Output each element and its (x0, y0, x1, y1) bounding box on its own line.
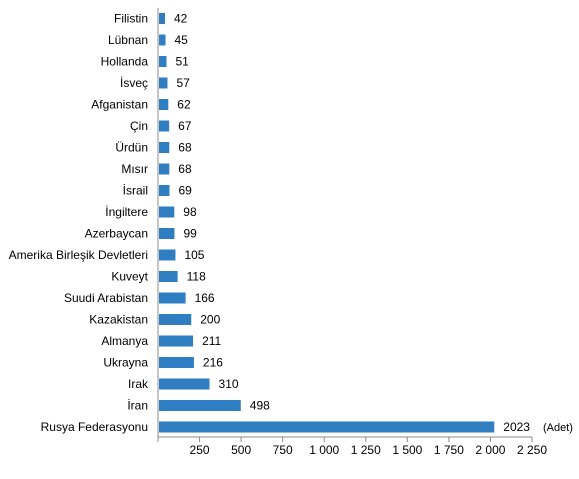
category-label-6: Ürdün (115, 141, 148, 155)
category-label-12: Kuveyt (111, 270, 148, 284)
x-tick-label-4: 1 250 (351, 443, 381, 457)
value-label-9: 98 (183, 205, 197, 219)
bar-10 (159, 228, 175, 239)
value-label-15: 211 (202, 334, 221, 348)
bar-15 (159, 335, 194, 347)
x-tick-label-3: 1 000 (309, 443, 339, 457)
category-label-1: Lübnan (108, 33, 148, 47)
value-label-18: 498 (250, 399, 270, 413)
x-tick-label-7: 2 000 (475, 443, 505, 457)
x-tick-label-6: 1 750 (434, 443, 464, 457)
value-label-5: 67 (178, 119, 192, 133)
value-label-4: 62 (177, 98, 191, 112)
bar-17 (159, 378, 210, 390)
category-label-18: İran (127, 399, 148, 413)
bar-3 (159, 77, 168, 89)
value-label-7: 68 (178, 162, 192, 176)
category-label-14: Kazakistan (89, 313, 148, 327)
x-tick-label-2: 750 (273, 443, 293, 457)
value-label-17: 310 (219, 377, 239, 391)
category-label-13: Suudi Arabistan (64, 291, 148, 305)
category-label-9: İngiltere (105, 205, 148, 219)
bar-12 (159, 271, 178, 282)
category-label-0: Filistin (114, 12, 148, 26)
value-label-1: 45 (174, 33, 188, 47)
bar-19 (159, 421, 495, 433)
value-label-13: 166 (195, 291, 215, 305)
value-label-8: 69 (178, 184, 192, 198)
category-label-4: Afganistan (91, 98, 148, 112)
bar-8 (159, 185, 170, 196)
value-label-10: 99 (183, 227, 197, 241)
value-label-12: 118 (187, 270, 206, 284)
category-label-3: İsveç (120, 76, 148, 90)
bar-16 (159, 357, 194, 368)
value-labels-group: 42 45 51 57 62 67 68 68 69 98 99 105 118 166 200 211 216… (174, 12, 530, 435)
x-tick-label-5: 1 500 (392, 443, 422, 457)
value-label-14: 200 (200, 313, 220, 327)
bar-6 (159, 142, 170, 153)
x-tick-label-0: 250 (190, 443, 210, 457)
bar-5 (159, 120, 170, 132)
x-axis: 250 500 750 1 000 1 250 1 500 1 750 2 000 2 250 (157, 8, 547, 457)
category-label-2: Hollanda (101, 55, 149, 69)
category-label-15: Almanya (101, 334, 148, 348)
bar-13 (159, 292, 186, 304)
x-tick-label-1: 500 (231, 443, 251, 457)
bar-4 (159, 99, 169, 110)
x-tick-label-8: 2 250 (517, 443, 547, 457)
category-label-10: Azerbaycan (85, 227, 148, 241)
category-label-19: Rusya Federasyonu (41, 420, 148, 434)
category-label-5: Çin (130, 119, 148, 133)
bar-14 (159, 314, 192, 325)
value-label-3: 57 (176, 76, 190, 90)
category-label-11: Amerika Birleşik Devletleri (9, 248, 148, 262)
unit-label: (Adet) (543, 422, 573, 434)
bars-group (159, 13, 495, 433)
bar-1 (159, 34, 166, 46)
bar-2 (159, 56, 167, 67)
value-label-11: 105 (184, 248, 204, 262)
category-label-8: İsrail (123, 184, 148, 198)
category-label-16: Ukrayna (103, 356, 148, 370)
bar-7 (159, 163, 170, 175)
bar-18 (159, 400, 241, 411)
value-label-6: 68 (178, 141, 192, 155)
bar-11 (159, 249, 176, 261)
category-labels-group: Filistin Lübnan Hollanda İsveç Afganistan Çin… (9, 12, 149, 435)
category-label-17: Irak (128, 377, 149, 391)
value-label-2: 51 (175, 55, 189, 69)
bar-9 (159, 206, 175, 218)
value-label-16: 216 (203, 356, 223, 370)
value-label-0: 42 (174, 12, 188, 26)
bar-0 (159, 13, 165, 24)
value-label-19: 2023 (503, 420, 530, 434)
category-label-7: Mısır (121, 162, 148, 176)
